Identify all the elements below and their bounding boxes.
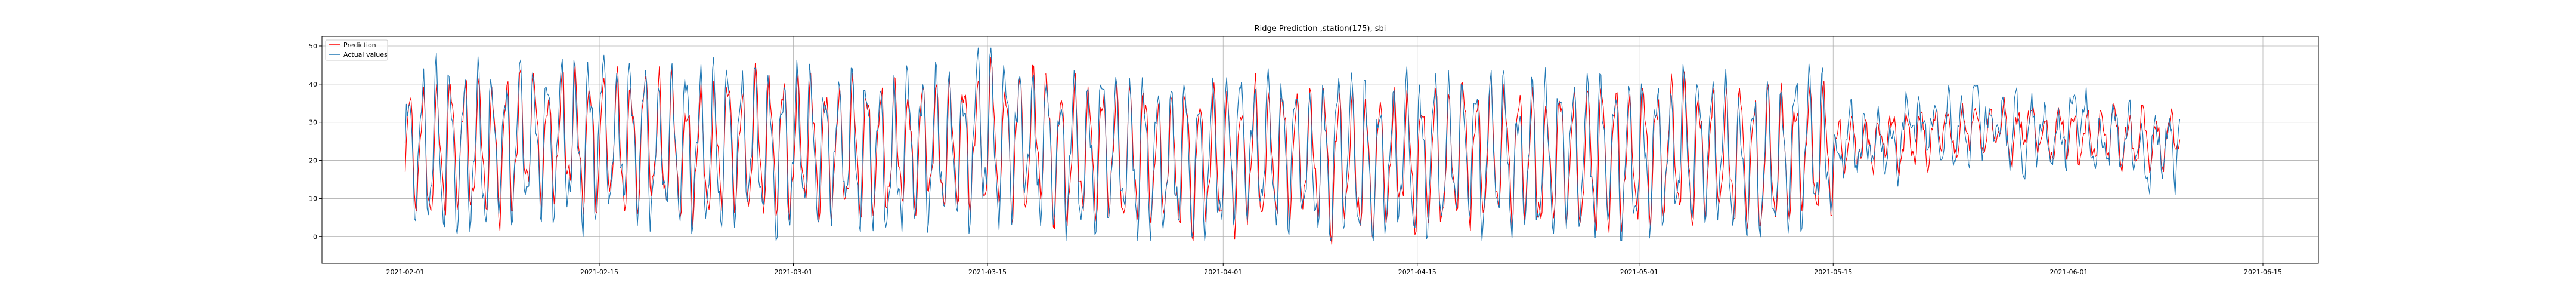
x-tick-label: 2021-05-15	[1814, 268, 1852, 276]
x-tick-label: 2021-02-01	[386, 268, 425, 276]
legend-box	[325, 39, 388, 61]
axes: 0 10 20 30 40 50 2021-02-01 2021-02-15 2021-03-0…	[309, 42, 2282, 276]
x-tick-label: 2021-03-15	[968, 268, 1007, 276]
y-tick-label: 0	[313, 233, 317, 241]
y-tick-label: 50	[309, 42, 317, 50]
y-tick-label: 20	[309, 157, 317, 165]
legend-prediction-label: Prediction	[343, 41, 376, 49]
x-tick-label: 2021-06-15	[2244, 268, 2282, 276]
legend: Prediction Actual values	[325, 39, 388, 61]
x-tick-label: 2021-04-15	[1398, 268, 1436, 276]
plot-frame	[321, 36, 2319, 264]
x-tick-label: 2021-03-01	[775, 268, 813, 276]
chart-title: Ridge Prediction ,station(175), sbi	[1255, 24, 1386, 33]
y-tick-label: 30	[309, 119, 317, 127]
y-tick-label: 10	[309, 195, 317, 202]
actual-values-series-line	[404, 47, 2181, 241]
series-layer	[404, 47, 2181, 245]
x-tick-label: 2021-04-01	[1204, 268, 1242, 276]
x-tick-label: 2021-02-15	[580, 268, 618, 276]
prediction-series-line	[404, 57, 2181, 245]
x-tick-label: 2021-05-01	[1620, 268, 1658, 276]
legend-actual-label: Actual values	[343, 51, 388, 59]
x-tick-label: 2021-06-01	[2050, 268, 2088, 276]
y-tick-label: 40	[309, 81, 317, 88]
